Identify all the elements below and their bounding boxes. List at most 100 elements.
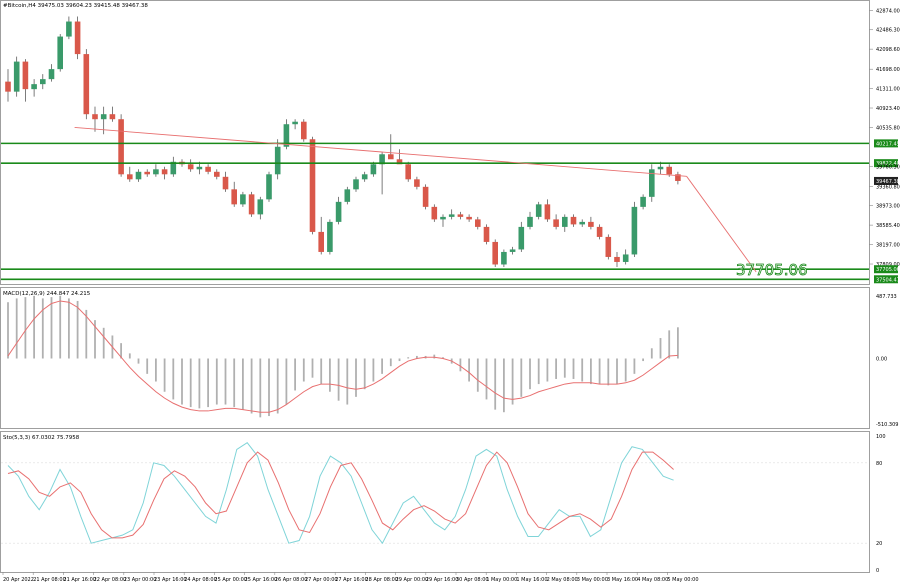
candle-body xyxy=(66,21,72,37)
candle-body xyxy=(222,176,229,190)
level-price-label: 37705.06 xyxy=(736,261,808,279)
time-tick-label: 21 Apr 08:00 xyxy=(33,577,66,583)
time-tick-label: 27 Apr 00:00 xyxy=(305,577,338,583)
candle-body xyxy=(344,189,351,202)
candle-body xyxy=(327,221,333,252)
price-tick-label: 42874.00 xyxy=(876,8,900,14)
price-tick-label: 40923.40 xyxy=(876,106,900,112)
trend-lines: 37705.06 xyxy=(74,127,808,280)
time-tick-label: 30 Apr 08:00 xyxy=(456,577,489,583)
price-tick-label: 41311.00 xyxy=(876,87,900,93)
price-tag xyxy=(874,176,898,185)
candle-body xyxy=(379,154,385,165)
candle-body xyxy=(240,194,246,205)
stoch-scale-label: 0 xyxy=(876,568,879,574)
macd-scale-label: -510.309 xyxy=(876,422,898,428)
candle-body xyxy=(579,221,585,225)
candle-body xyxy=(475,219,481,227)
candle-body xyxy=(370,164,377,175)
candle-body xyxy=(144,171,150,175)
candle-body xyxy=(361,174,368,180)
candle-body xyxy=(640,196,646,207)
candle-body xyxy=(622,254,629,262)
time-tick-label: 1 May 00:00 xyxy=(486,577,517,583)
time-tick-label: 26 Apr 08:00 xyxy=(275,577,308,583)
time-tick-label: 3 May 00:00 xyxy=(577,577,608,583)
stoch-panel[interactable] xyxy=(0,431,870,573)
price-tag-label: 39822.40 xyxy=(876,161,900,167)
candle-body xyxy=(492,241,498,265)
candle-body xyxy=(5,81,11,92)
price-tick-label: 40535.80 xyxy=(876,125,900,131)
trend-line xyxy=(74,127,687,177)
candle-body xyxy=(405,164,411,180)
candle-body xyxy=(135,171,142,180)
candle-body xyxy=(588,221,594,227)
price-tick-label: 39760.30 xyxy=(876,164,900,170)
time-tick-label: 23 Apr 16:00 xyxy=(154,577,187,583)
price-tag-label: 37705.06 xyxy=(876,267,900,273)
candle-body xyxy=(214,171,220,177)
candle-body xyxy=(631,206,638,255)
candle-body xyxy=(31,84,37,90)
time-tick-label: 24 Apr 08:00 xyxy=(184,577,217,583)
main-panel[interactable] xyxy=(0,0,870,285)
candle-body xyxy=(309,139,316,232)
candle-body xyxy=(448,214,455,217)
candle-body xyxy=(396,159,403,165)
candle-body xyxy=(388,154,394,160)
candle-body xyxy=(501,251,507,265)
candle-series xyxy=(5,16,681,267)
candle-body xyxy=(13,61,20,92)
time-tick-label: 25 Apr 00:00 xyxy=(214,577,247,583)
time-tick-label: 29 Apr 00:00 xyxy=(396,577,429,583)
stoch-series: 100 80 20 0 xyxy=(1,434,886,574)
candle-body xyxy=(248,194,255,215)
time-tick-label: 27 Apr 16:00 xyxy=(335,577,368,583)
candle-body xyxy=(109,114,116,120)
candle-body xyxy=(74,21,81,55)
candle-body xyxy=(605,236,612,257)
stoch-scale-label: 20 xyxy=(876,541,882,547)
candle-body xyxy=(353,179,359,190)
candle-body xyxy=(596,226,603,237)
price-tick-label: 38197.00 xyxy=(876,243,900,249)
price-tag-label: 40217.45 xyxy=(876,141,900,147)
candle-body xyxy=(301,121,307,140)
price-tick-label: 41698.00 xyxy=(876,67,900,73)
candle-body xyxy=(292,121,298,125)
candle-body xyxy=(153,169,159,175)
macd-title: MACD(12,26,9) 244.847 24.215 xyxy=(3,291,91,297)
time-tick-label: 5 May 00:00 xyxy=(667,577,698,583)
price-tick-label: 39360.80 xyxy=(876,184,900,190)
price-tag xyxy=(874,265,898,274)
candle-body xyxy=(22,61,29,90)
candle-body xyxy=(187,164,194,170)
candle-body xyxy=(318,231,324,252)
candle-body xyxy=(614,256,620,262)
time-tick-label: 1 May 16:00 xyxy=(516,577,547,583)
candle-body xyxy=(283,124,290,147)
candle-body xyxy=(518,226,525,250)
stoch-k-line xyxy=(7,442,674,545)
candle-body xyxy=(266,174,272,200)
stoch-d-line xyxy=(7,451,674,539)
price-tag xyxy=(874,139,898,148)
time-tick-label: 3 May 16:00 xyxy=(607,577,638,583)
time-tick-label: 4 May 08:00 xyxy=(637,577,668,583)
price-tag-label: 39467.38 xyxy=(876,179,900,185)
candle-body xyxy=(553,219,559,227)
candle-body xyxy=(92,114,98,120)
candle-body xyxy=(205,166,211,172)
time-tick-label: 20 Apr 2022 xyxy=(3,577,34,583)
candle-body xyxy=(666,166,672,175)
price-tick-label: 37809.00 xyxy=(876,262,900,268)
candle-body xyxy=(335,201,342,222)
price-tick-label: 38585.40 xyxy=(876,223,900,229)
candle-body xyxy=(509,249,516,252)
candle-body xyxy=(422,186,429,207)
time-tick-label: 22 Apr 08:00 xyxy=(94,577,127,583)
price-tick-label: 42098.60 xyxy=(876,47,900,53)
